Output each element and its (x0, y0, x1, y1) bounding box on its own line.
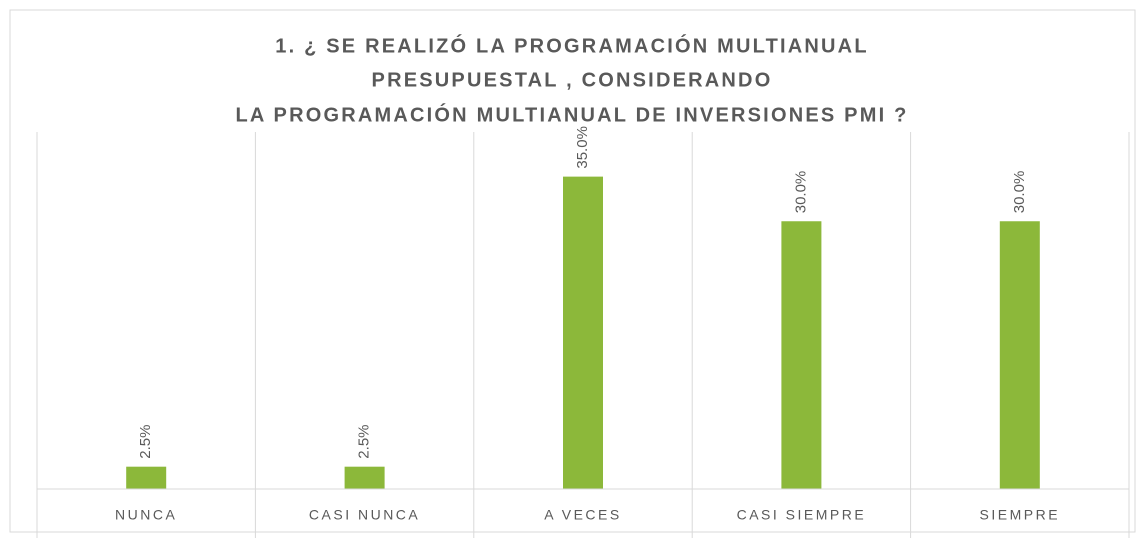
bar (563, 176, 603, 489)
x-tick-label: SIEMPRE (980, 507, 1061, 523)
chart-title: LA PROGRAMACIÓN MULTIANUAL DE INVERSIONE… (235, 102, 908, 126)
x-tick-label: CASI SIEMPRE (737, 507, 867, 523)
bar (999, 221, 1040, 489)
chart-title: PRESUPUESTAL , CONSIDERANDO (372, 69, 773, 91)
x-tick-label: NUNCA (115, 507, 177, 523)
bar (126, 466, 167, 489)
x-tick-label: CASI NUNCA (309, 507, 420, 523)
value-label: 2.5% (356, 424, 373, 458)
value-label: 2.5% (137, 424, 154, 458)
chart-title: 1. ¿ SE REALIZÓ LA PROGRAMACIÓN MULTIANU… (275, 33, 869, 57)
value-label: 30.0% (1011, 171, 1028, 214)
bar (344, 466, 385, 489)
value-label: 30.0% (792, 171, 809, 214)
value-label: 35.0% (574, 126, 591, 169)
bar (781, 221, 822, 489)
x-tick-label: A VECES (544, 507, 621, 523)
